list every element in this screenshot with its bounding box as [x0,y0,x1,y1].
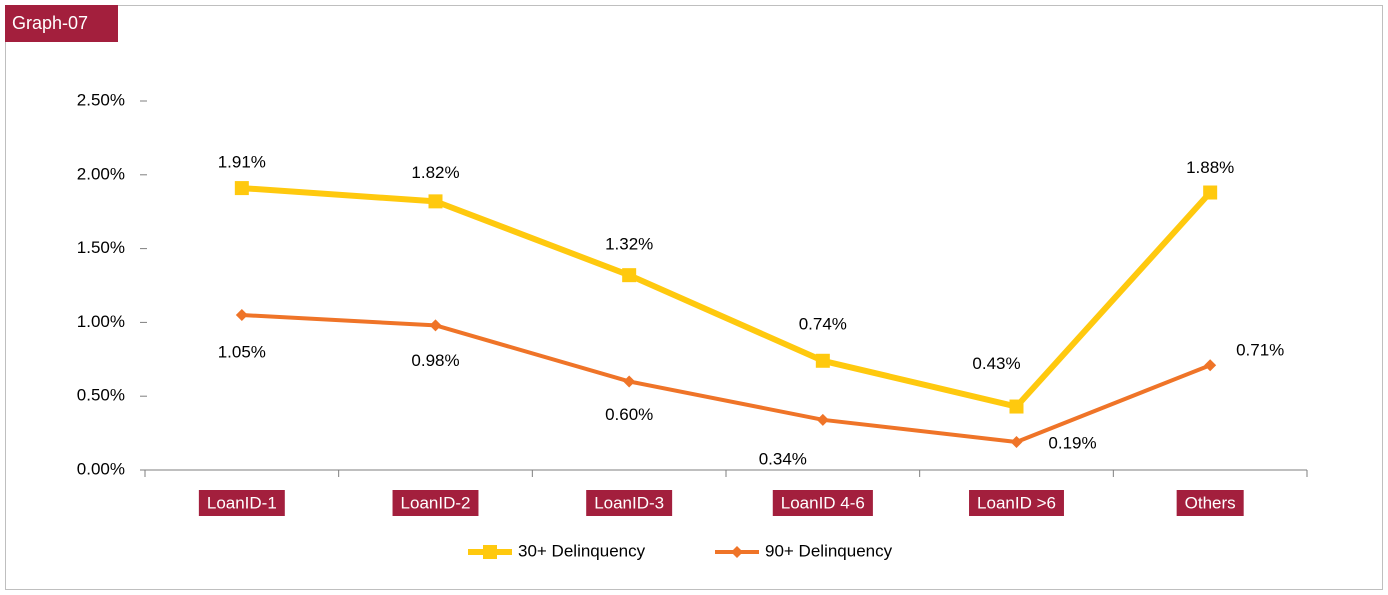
data-point [1203,185,1218,200]
data-label: 1.32% [605,235,653,254]
data-point [1204,359,1217,372]
chart-title: Graph-07 [12,13,88,33]
y-tick-label: 1.50% [77,238,125,257]
data-label: 0.60% [605,405,653,424]
x-tick-label: LoanID >6 [977,493,1056,512]
data-point [1010,435,1023,448]
legend-label: 30+ Delinquency [518,541,646,560]
series-line [241,313,1211,444]
data-label: 1.88% [1186,158,1234,177]
category-box [198,490,285,516]
x-tick-label: LoanID-2 [401,493,471,512]
y-tick-label: 2.00% [77,164,125,183]
data-point [816,413,829,426]
data-point [815,353,830,368]
data-label: 0.43% [972,354,1020,373]
y-tick-label: 0.50% [77,386,125,405]
x-tick-label: LoanID-3 [594,493,664,512]
legend-label: 90+ Delinquency [765,541,893,560]
data-point [623,375,636,388]
data-label: 0.19% [1048,433,1096,452]
title-box [5,5,118,42]
category-box [772,490,873,516]
data-point [622,268,637,283]
x-tick-label: LoanID-1 [207,493,277,512]
legend-marker [731,546,743,558]
data-label: 1.05% [218,343,266,362]
category-box [586,490,673,516]
data-point [234,181,249,196]
data-label: 0.74% [799,314,847,333]
category-box [392,490,479,516]
data-label: 0.71% [1236,341,1284,360]
y-tick-label: 0.00% [77,459,125,478]
data-label: 1.82% [411,163,459,182]
series-line [241,185,1213,410]
y-tick-label: 2.50% [77,90,125,109]
data-point [428,194,443,209]
data-point [429,319,442,332]
x-tick-label: Others [1185,493,1236,512]
x-tick-label: LoanID 4-6 [781,493,865,512]
category-box [1176,490,1244,516]
data-label: 1.91% [218,153,266,172]
data-label: 0.34% [759,449,807,468]
y-tick-label: 1.00% [77,312,125,331]
legend-marker [483,545,497,559]
data-point [1009,399,1024,414]
data-point [235,309,248,322]
category-box [969,490,1064,516]
data-label: 0.98% [411,351,459,370]
